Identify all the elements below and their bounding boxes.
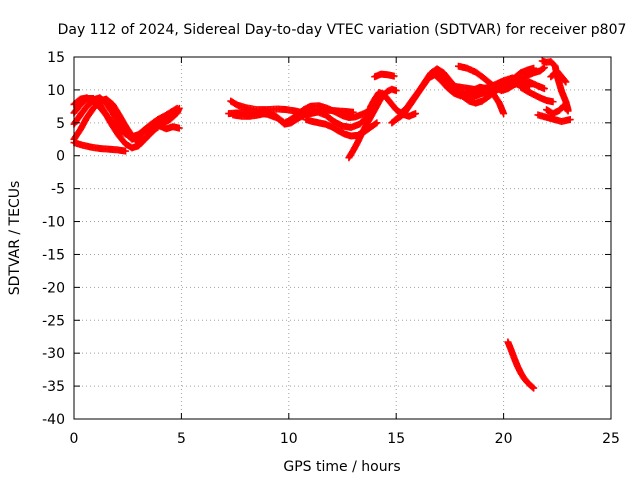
y-tick-label: -5	[51, 182, 65, 198]
chart-title: Day 112 of 2024, Sidereal Day-to-day VTE…	[58, 22, 627, 38]
series-arc-11	[345, 85, 400, 162]
data-point	[549, 98, 557, 106]
series-arc-21	[543, 102, 572, 118]
series-arc-6	[156, 122, 183, 133]
data-point	[540, 85, 548, 93]
x-tick-label: 25	[602, 431, 620, 447]
data-point	[566, 116, 574, 124]
series-arc-4	[70, 94, 181, 141]
y-tick-label: -20	[42, 280, 65, 296]
data-point	[539, 64, 547, 72]
y-tick-label: 15	[47, 50, 65, 66]
data-point	[530, 384, 538, 392]
series-arc-5	[70, 139, 130, 155]
series-arc-13	[371, 70, 398, 81]
data-point	[563, 106, 571, 114]
y-tick-label: -25	[42, 313, 65, 329]
x-axis-label: GPS time / hours	[283, 459, 400, 475]
x-tick-label: 10	[280, 431, 298, 447]
data-layer	[70, 57, 574, 392]
series-arc-18	[448, 74, 548, 94]
y-tick-label: -35	[42, 379, 65, 395]
tick-layer: 0 5 10 15 20 25 -40 -35 -30 -25 -20 -15 -10 -5 0 5 10 15	[42, 50, 620, 447]
y-tick-label: -40	[42, 412, 65, 428]
data-point	[392, 87, 400, 95]
x-tick-label: 5	[177, 431, 186, 447]
data-point	[562, 78, 570, 86]
y-tick-label: 10	[47, 83, 65, 99]
data-point	[373, 119, 381, 127]
data-point	[564, 107, 572, 115]
x-tick-label: 0	[70, 431, 79, 447]
y-axis-label: SDTVAR / TECUs	[7, 181, 23, 296]
y-tick-label: 0	[56, 149, 65, 165]
data-point	[175, 124, 183, 132]
data-point	[173, 104, 181, 112]
y-tick-label: -10	[42, 215, 65, 231]
y-tick-label: 5	[56, 116, 65, 132]
data-point	[372, 120, 380, 128]
x-tick-label: 15	[387, 431, 405, 447]
series-arc-9	[229, 104, 379, 131]
data-point	[412, 110, 420, 118]
plot-frame	[73, 56, 612, 420]
series-arc-22	[547, 67, 570, 86]
series-arc-23	[534, 111, 574, 126]
y-tick-label: -30	[42, 346, 65, 362]
x-tick-label: 20	[495, 431, 513, 447]
series-arc-24	[504, 338, 538, 392]
data-point	[122, 147, 130, 155]
data-point	[529, 383, 537, 391]
data-point	[500, 110, 508, 118]
y-tick-label: -15	[42, 247, 65, 263]
data-point	[390, 72, 398, 80]
series-arc-19	[517, 83, 557, 106]
data-point	[561, 77, 569, 85]
